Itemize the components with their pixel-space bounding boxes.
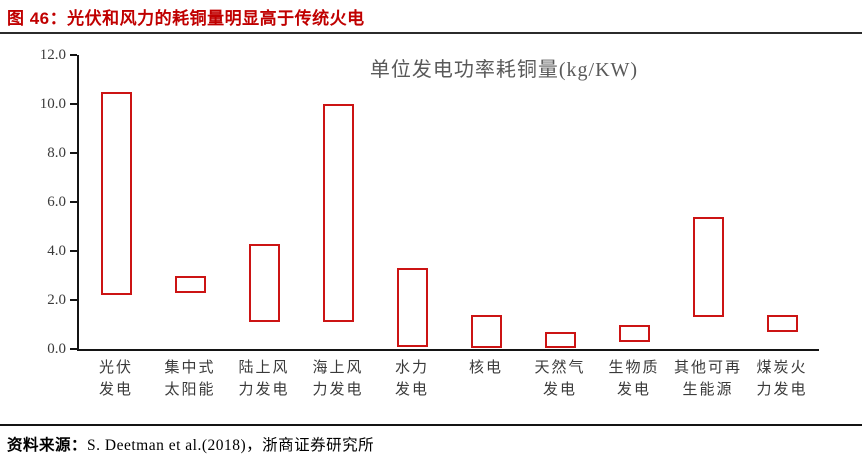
y-axis-tick <box>70 201 77 203</box>
range-bar-8 <box>692 216 724 318</box>
x-category-label-line: 海上风 <box>312 360 364 376</box>
source-note-prefix: 资料来源： <box>7 437 88 454</box>
range-bar-5 <box>470 314 502 348</box>
x-category-label-line: 水力 <box>394 360 429 376</box>
x-category-label-6: 天然气 发电 <box>517 357 603 401</box>
y-axis-tick-label: 0.0 <box>47 341 66 357</box>
copper-intensity-range-bar-chart: 单位发电功率耗铜量(kg/KW) 0.0 2.0 4.0 6.0 8.0 10.0 12.0… <box>40 47 819 398</box>
x-category-label-7: 生物质 发电 <box>591 357 677 401</box>
y-axis-tick-label: 8.0 <box>47 145 66 161</box>
x-category-label-line: 陆上风 <box>238 360 290 376</box>
x-category-label-line: 发电 <box>616 382 651 398</box>
x-category-label-line: 核电 <box>468 360 503 376</box>
x-category-label-line: 其他可再 <box>673 360 742 376</box>
footer-divider <box>0 424 862 426</box>
x-category-label-line: 发电 <box>98 382 133 398</box>
x-category-label-line: 生物质 <box>608 360 660 376</box>
chart-title: 单位发电功率耗铜量(kg/KW) <box>369 59 639 81</box>
header-divider <box>0 32 862 34</box>
x-category-label-line: 集中式 <box>164 360 216 376</box>
y-axis-tick-label: 12.0 <box>39 47 66 63</box>
x-category-label-8: 其他可再 生能源 <box>665 357 751 401</box>
x-category-label-line: 力发电 <box>238 382 290 398</box>
y-axis-tick-label: 2.0 <box>47 292 66 308</box>
y-axis-tick <box>70 54 77 56</box>
source-note: 资料来源：S. Deetman et al.(2018)，浙商证券研究所 <box>7 433 374 455</box>
source-note-text: S. Deetman et al.(2018)，浙商证券研究所 <box>87 437 375 454</box>
x-category-label-line: 力发电 <box>756 382 808 398</box>
range-bar-9 <box>766 314 798 332</box>
x-category-label-line: 发电 <box>542 382 577 398</box>
x-category-label-line: 力发电 <box>312 382 364 398</box>
x-category-label-1: 集中式 太阳能 <box>147 357 233 401</box>
x-category-label-line: 光伏 <box>98 360 133 376</box>
x-category-label-3: 海上风 力发电 <box>295 357 381 401</box>
y-axis-tick <box>70 250 77 252</box>
y-axis-tick <box>70 299 77 301</box>
y-axis-tick-label: 4.0 <box>47 243 66 259</box>
y-axis-tick-label: 6.0 <box>47 194 66 210</box>
range-bar-7 <box>618 324 650 342</box>
range-bar-2 <box>248 243 280 323</box>
range-bar-6 <box>544 331 576 348</box>
x-category-label-line: 天然气 <box>534 360 586 376</box>
range-bar-4 <box>396 268 428 347</box>
x-category-label-5: 核电 <box>443 357 529 379</box>
x-category-label-line: 生能源 <box>682 382 734 398</box>
x-category-label-9: 煤炭火 力发电 <box>739 357 825 401</box>
range-bar-0 <box>100 91 132 296</box>
range-bar-1 <box>174 275 206 293</box>
y-axis-tick <box>70 152 77 154</box>
x-category-label-4: 水力 发电 <box>369 357 455 401</box>
y-axis-tick <box>70 348 77 350</box>
range-bar-3 <box>322 104 354 323</box>
x-category-label-line: 煤炭火 <box>756 360 808 376</box>
y-axis-tick <box>70 103 77 105</box>
figure-caption: 图 46：光伏和风力的耗铜量明显高于传统火电 <box>7 9 365 28</box>
y-axis-tick-label: 10.0 <box>39 96 66 112</box>
x-category-label-line: 太阳能 <box>164 382 216 398</box>
x-category-label-line: 发电 <box>394 382 429 398</box>
x-category-label-2: 陆上风 力发电 <box>221 357 307 401</box>
x-category-label-0: 光伏 发电 <box>73 357 159 401</box>
